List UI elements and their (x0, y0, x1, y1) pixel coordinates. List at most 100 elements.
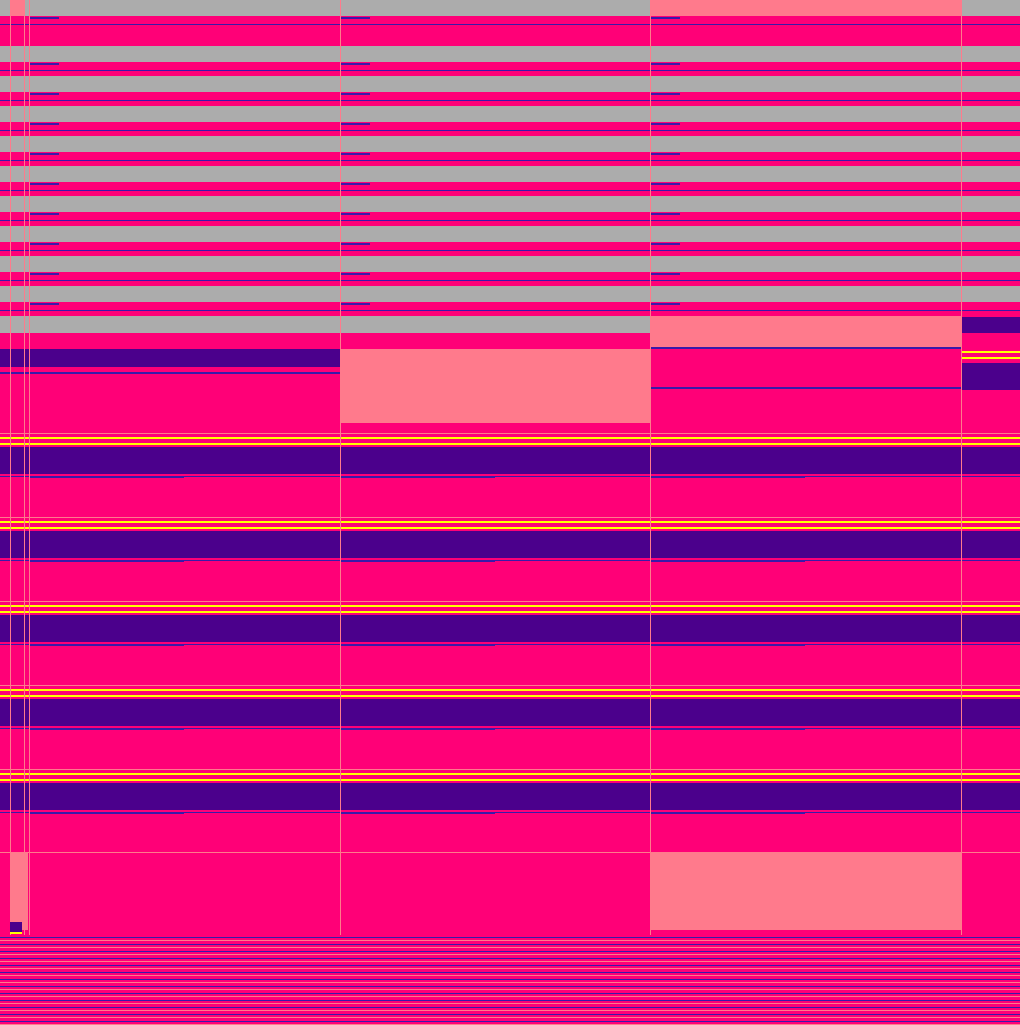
blue-line (0, 1021, 1020, 1022)
gray-band (0, 46, 1020, 62)
purple-block (10, 922, 22, 932)
purple-band (0, 783, 1020, 810)
blue-line (650, 273, 680, 275)
blue-line (0, 560, 1020, 561)
yellow-line (0, 611, 1020, 613)
blue-line (650, 813, 805, 814)
salmon-block (650, 0, 961, 16)
salmon-line (0, 433, 1020, 434)
blue-line (0, 130, 1020, 131)
blue-line (0, 812, 1020, 813)
blue-line (0, 372, 340, 374)
blue-line (0, 100, 1020, 101)
salmon-block (10, 0, 24, 16)
blue-line (650, 123, 680, 125)
blue-line (340, 17, 370, 19)
salmon-line (0, 1010, 1020, 1011)
yellow-line (10, 932, 22, 934)
blue-line (0, 728, 1020, 729)
blue-line (650, 153, 680, 155)
salmon-line (0, 954, 1020, 955)
yellow-line (0, 779, 1020, 781)
yellow-line (0, 689, 1020, 691)
salmon-line (0, 769, 1020, 770)
blue-line (650, 63, 680, 65)
blue-line (29, 561, 184, 562)
salmon-line (0, 685, 1020, 686)
purple-band (0, 699, 1020, 726)
blue-line (650, 645, 805, 646)
blue-line (650, 477, 805, 478)
blue-line (29, 813, 184, 814)
blue-line (340, 477, 495, 478)
salmon-line (0, 940, 1020, 941)
blue-line (29, 303, 59, 305)
salmon-line (0, 975, 1020, 976)
column-divider (340, 0, 341, 935)
salmon-line (0, 989, 1020, 990)
blue-line (340, 273, 370, 275)
blue-line (650, 387, 961, 389)
yellow-line (0, 443, 1020, 445)
purple-block (961, 363, 1020, 390)
blue-line (0, 310, 1020, 311)
blue-line (340, 729, 495, 730)
blue-line (0, 190, 1020, 191)
blue-line (650, 213, 680, 215)
blue-line (340, 645, 495, 646)
salmon-line (0, 517, 1020, 518)
blue-line (650, 347, 961, 349)
salmon-block (10, 852, 28, 930)
yellow-line (0, 527, 1020, 529)
gray-band (0, 226, 1020, 242)
blue-line (0, 951, 1020, 952)
blue-line (650, 243, 680, 245)
blue-line (340, 813, 495, 814)
yellow-line (0, 521, 1020, 523)
blue-line (0, 70, 1020, 71)
salmon-line (0, 982, 1020, 983)
gray-band (0, 196, 1020, 212)
blue-line (0, 644, 1020, 645)
blue-line (340, 153, 370, 155)
column-divider (24, 0, 25, 935)
salmon-line (0, 852, 1020, 853)
blue-line (340, 243, 370, 245)
salmon-line (0, 968, 1020, 969)
purple-band (0, 615, 1020, 642)
purple-block (0, 349, 340, 367)
blue-line (650, 183, 680, 185)
blue-line (0, 986, 1020, 987)
yellow-line (0, 437, 1020, 439)
salmon-line (0, 601, 1020, 602)
gray-band (0, 76, 1020, 92)
blue-line (340, 561, 495, 562)
blue-line (650, 17, 680, 19)
blue-line (29, 645, 184, 646)
yellow-line (961, 357, 1020, 359)
blue-line (340, 93, 370, 95)
blue-line (29, 63, 59, 65)
salmon-block (340, 349, 650, 423)
yellow-line (0, 695, 1020, 697)
salmon-line (0, 996, 1020, 997)
blue-line (0, 1014, 1020, 1015)
yellow-line (0, 773, 1020, 775)
blue-line (0, 160, 1020, 161)
salmon-line (0, 1017, 1020, 1018)
blue-line (650, 303, 680, 305)
yellow-line (0, 605, 1020, 607)
gray-band (0, 286, 1020, 302)
column-divider (961, 0, 962, 935)
blue-line (29, 123, 59, 125)
blue-line (0, 220, 1020, 221)
blue-line (0, 250, 1020, 251)
blue-line (29, 477, 184, 478)
blue-line (0, 476, 1020, 477)
column-divider (10, 0, 11, 935)
purple-band (0, 447, 1020, 474)
blue-line (29, 93, 59, 95)
salmon-line (0, 1003, 1020, 1004)
gray-band (0, 256, 1020, 272)
blue-line (0, 1007, 1020, 1008)
